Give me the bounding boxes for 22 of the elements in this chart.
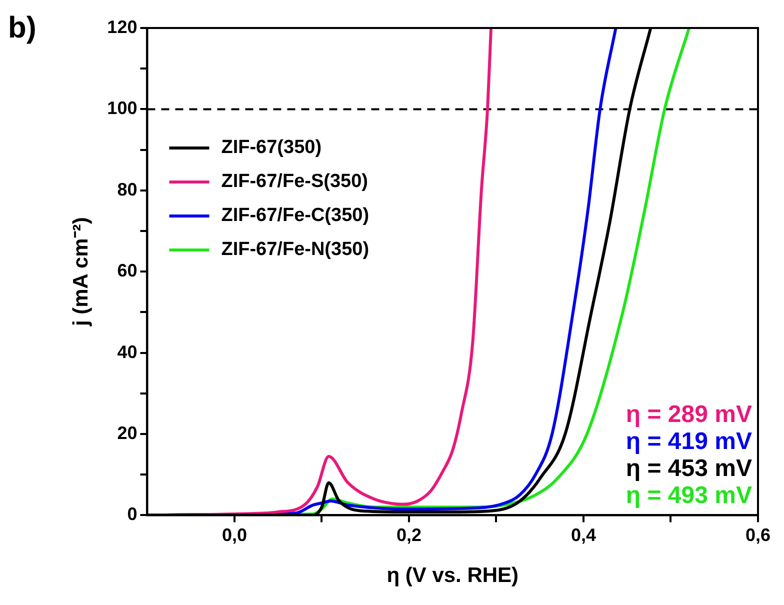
legend-label: ZIF-67(350) [221,137,322,158]
y-tick-label: 40 [117,342,138,362]
annotation: η = 493 mV [626,482,752,510]
y-tick-label: 80 [117,179,138,200]
y-tick-label: 60 [117,260,138,281]
annotation: η = 419 mV [626,428,752,456]
x-tick-label: 0,4 [570,524,596,545]
legend-label: ZIF-67/Fe-N(350) [221,239,370,260]
x-axis-title: η (V vs. RHE) [386,564,519,588]
annotation: η = 289 mV [626,401,752,428]
x-tick-label: 0,6 [745,524,771,545]
legend-label: ZIF-67/Fe-C(350) [221,205,370,226]
y-tick-label: 120 [107,16,138,37]
y-tick-label: 0 [127,504,138,524]
annotation: η = 453 mV [626,455,752,482]
legend-label: ZIF-67/Fe-S(350) [221,171,368,192]
y-tick-label: 100 [107,98,138,118]
y-axis-title: j (mA cm⁻²) [69,217,92,328]
y-tick-label: 20 [117,422,138,443]
x-tick-label: 0,0 [222,524,247,545]
x-tick-label: 0,2 [396,524,422,545]
chart-title: b) [8,11,36,44]
